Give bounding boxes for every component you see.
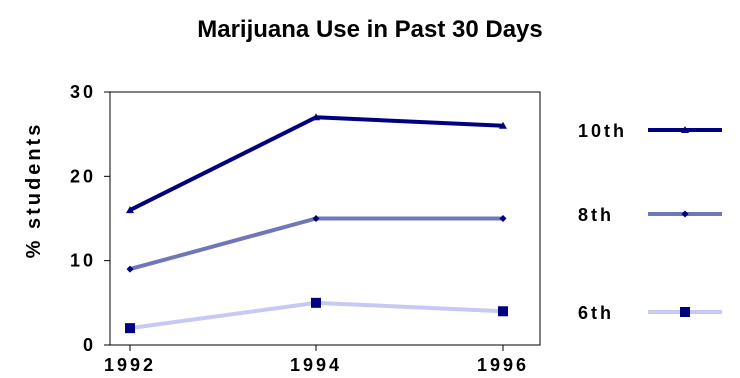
legend-marker-10th (681, 126, 689, 133)
data-point-6th (498, 306, 508, 317)
axis-ticks: 0 10 20 30 1992 1994 1996 (70, 82, 529, 375)
y-tick-label: 20 (70, 166, 96, 186)
chart-title: Marijuana Use in Past 30 Days (197, 16, 543, 43)
data-point-6th (311, 297, 321, 308)
plot-frame (109, 91, 541, 346)
x-tick-label: 1992 (104, 355, 156, 375)
data-point-10th (312, 113, 320, 121)
series-group (125, 113, 508, 334)
data-point-8th (499, 215, 507, 222)
data-point-8th (312, 215, 320, 222)
series-line-10th (129, 115, 504, 212)
legend-label: 6th (578, 303, 614, 323)
legend-label: 10th (578, 121, 627, 141)
legend-marker-8th (681, 210, 689, 218)
data-point-10th (499, 121, 507, 129)
y-tick-label: 0 (83, 335, 96, 355)
data-point-10th (126, 206, 134, 214)
series-line-8th (129, 216, 503, 272)
x-tick-label: 1994 (290, 355, 342, 375)
y-tick-label: 10 (70, 251, 96, 271)
y-axis-label: % students (23, 122, 45, 259)
data-point-6th (125, 323, 135, 334)
legend-marker-6th (680, 307, 690, 317)
legend: 10th 8th 6th (578, 121, 722, 323)
data-point-8th (126, 265, 134, 273)
x-tick-label: 1996 (477, 355, 529, 375)
y-tick-label: 30 (70, 82, 96, 102)
legend-label: 8th (578, 205, 614, 225)
